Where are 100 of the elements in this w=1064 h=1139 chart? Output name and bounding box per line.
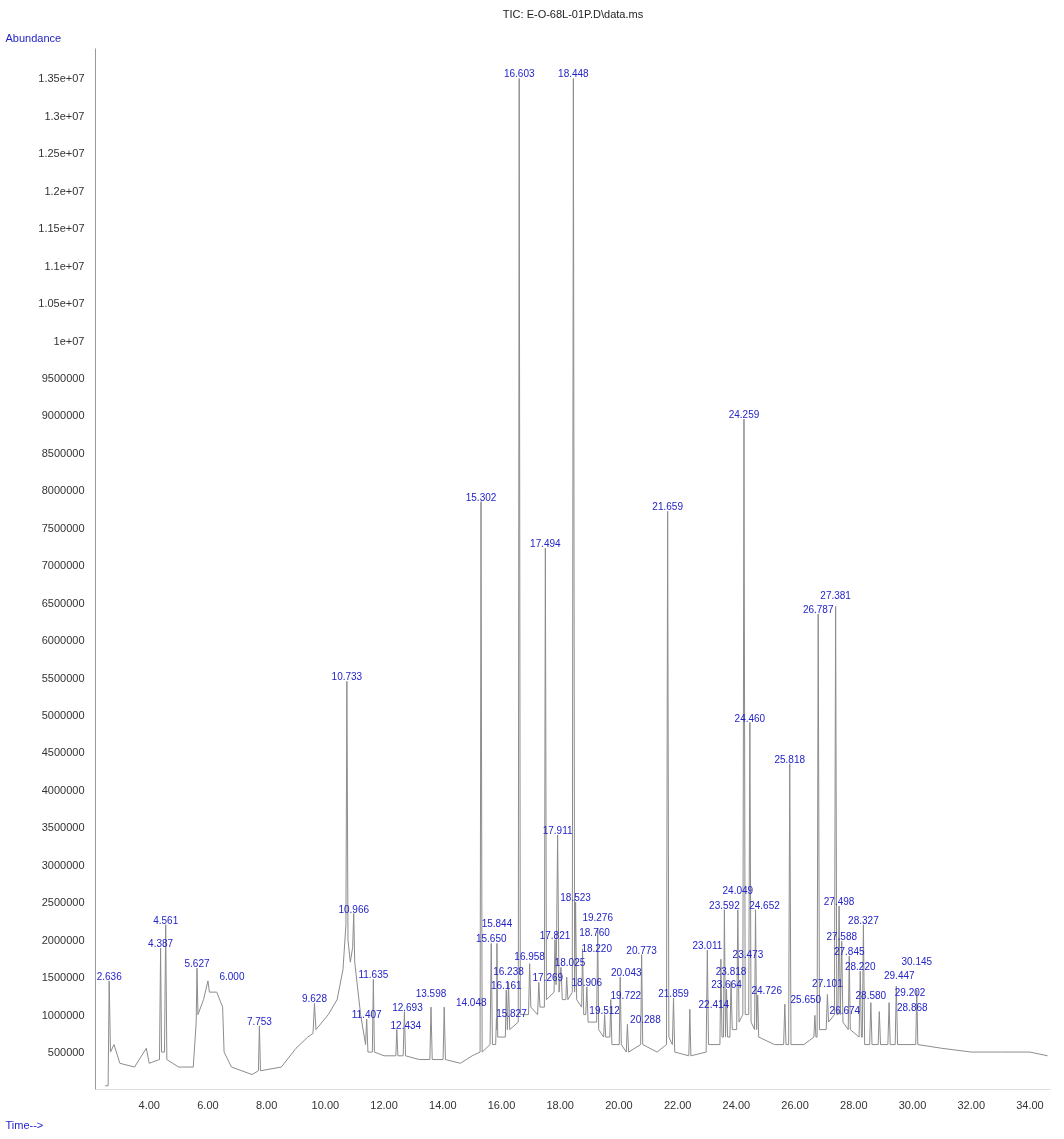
x-tick-label: 12.00 (370, 1098, 398, 1111)
annotation: 29.202 (894, 986, 926, 998)
annotation: 12.434 (390, 1019, 422, 1031)
x-tick-label: 8.00 (255, 1098, 278, 1111)
annotation: 28.868 (896, 1001, 929, 1013)
annotation: 24.460 (734, 712, 766, 724)
y-tick-label: 7000000 (41, 559, 85, 572)
y-tick-label: 3500000 (41, 821, 85, 834)
annotation: 20.773 (626, 944, 658, 956)
y-tick-label: 1500000 (41, 971, 85, 984)
annotation: 18.025 (554, 957, 586, 969)
annotation: 30.145 (901, 955, 933, 967)
y-tick-label: 5500000 (41, 671, 85, 684)
y-tick-label: 4000000 (41, 783, 85, 796)
annotation: 27.588 (826, 931, 858, 943)
annotation: 23.818 (715, 965, 747, 977)
x-tick-label: 20.00 (605, 1098, 633, 1111)
annotation: 19.512 (589, 1004, 621, 1016)
annotation: 25.818 (774, 753, 806, 765)
x-tick-label: 32.00 (957, 1098, 985, 1111)
y-tick-label: 8500000 (41, 446, 85, 459)
annotation: 2.636 (96, 970, 123, 982)
annotation: 16.603 (503, 68, 535, 80)
y-tick-label: 6500000 (41, 596, 85, 609)
y-tick-label: 1.05e+07 (38, 297, 85, 310)
y-tick-label: 9000000 (41, 409, 85, 422)
y-tick-label: 1e+07 (53, 334, 85, 347)
y-tick-label: 1.2e+07 (44, 184, 85, 197)
annotation: 24.726 (751, 985, 783, 997)
y-tick-label: 1.25e+07 (38, 147, 85, 160)
annotation: 17.269 (532, 972, 564, 984)
annotation: 27.845 (833, 946, 865, 958)
y-tick-label: 4500000 (41, 746, 85, 759)
annotation: 23.473 (732, 949, 764, 961)
annotation: 28.327 (848, 914, 880, 926)
x-tick-label: 26.00 (781, 1098, 809, 1111)
y-tick-label: 1.3e+07 (44, 109, 85, 122)
annotation: 27.381 (820, 590, 852, 602)
annotation: 11.635 (358, 969, 389, 981)
annotation: 16.161 (490, 979, 522, 991)
y-tick-label: 1000000 (41, 1008, 85, 1021)
annotation: 10.966 (338, 903, 370, 915)
annotation: 24.049 (722, 884, 754, 896)
y-tick-label: 7500000 (41, 521, 85, 534)
annotation: 15.827 (496, 1008, 528, 1020)
x-axis-title: Time--> (5, 1118, 44, 1131)
y-tick-label: 5000000 (41, 709, 85, 722)
y-tick-label: 1.1e+07 (44, 259, 85, 272)
y-tick-label: 1.15e+07 (38, 222, 85, 235)
annotation: 19.722 (610, 989, 642, 1001)
annotation: 18.906 (571, 976, 603, 988)
annotation: 12.693 (392, 1001, 424, 1013)
annotation: 23.664 (711, 979, 743, 991)
annotation: 27.498 (823, 896, 855, 908)
annotation: 17.821 (539, 929, 571, 941)
annotation: 28.580 (855, 989, 887, 1001)
x-tick-label: 22.00 (663, 1098, 692, 1111)
chart-title: TIC: E-O-68L-01P.D\data.ms (502, 7, 644, 20)
annotation: 15.302 (465, 491, 497, 503)
y-tick-label: 9500000 (41, 372, 85, 385)
annotation: 16.958 (514, 950, 546, 962)
annotation: 4.387 (148, 937, 174, 949)
annotation: 11.407 (351, 1009, 383, 1021)
annotation: 18.220 (581, 943, 613, 955)
annotation: 15.650 (475, 933, 507, 945)
annotation: 6.000 (219, 970, 245, 982)
annotation: 18.448 (558, 68, 590, 80)
annotation: 20.043 (610, 967, 642, 979)
annotation: 27.101 (812, 978, 844, 990)
annotation: 17.911 (542, 824, 573, 836)
y-tick-label: 1.35e+07 (38, 72, 85, 85)
annotation: 17.494 (530, 538, 562, 550)
annotation: 23.592 (709, 899, 741, 911)
annotation: 24.652 (749, 899, 781, 911)
annotation: 19.276 (582, 912, 614, 924)
x-tick-label: 10.00 (311, 1098, 340, 1111)
annotation: 22.414 (698, 999, 730, 1011)
annotation: 26.674 (829, 1005, 861, 1017)
y-axis-title: Abundance (5, 31, 62, 44)
y-tick-label: 500000 (47, 1046, 85, 1059)
x-tick-label: 6.00 (197, 1098, 219, 1111)
y-tick-label: 2500000 (41, 896, 85, 909)
annotation: 7.753 (246, 1015, 273, 1027)
annotation: 26.787 (802, 603, 834, 615)
annotation: 18.760 (579, 926, 611, 938)
x-tick-label: 14.00 (429, 1098, 457, 1111)
y-tick-label: 6000000 (41, 634, 85, 647)
x-tick-label: 4.00 (138, 1098, 160, 1111)
y-tick-label: 3000000 (41, 858, 85, 871)
annotation: 13.598 (415, 988, 447, 1000)
annotation: 18.523 (560, 892, 592, 904)
annotation: 25.650 (790, 994, 822, 1006)
annotation: 21.659 (652, 501, 684, 513)
annotation: 28.220 (844, 961, 876, 973)
annotation: 4.561 (153, 914, 179, 926)
y-tick-label: 8000000 (41, 484, 85, 497)
x-tick-label: 24.00 (722, 1098, 751, 1111)
annotation: 10.733 (331, 671, 363, 683)
annotation: 21.859 (658, 988, 690, 1000)
annotation: 29.447 (883, 970, 916, 982)
